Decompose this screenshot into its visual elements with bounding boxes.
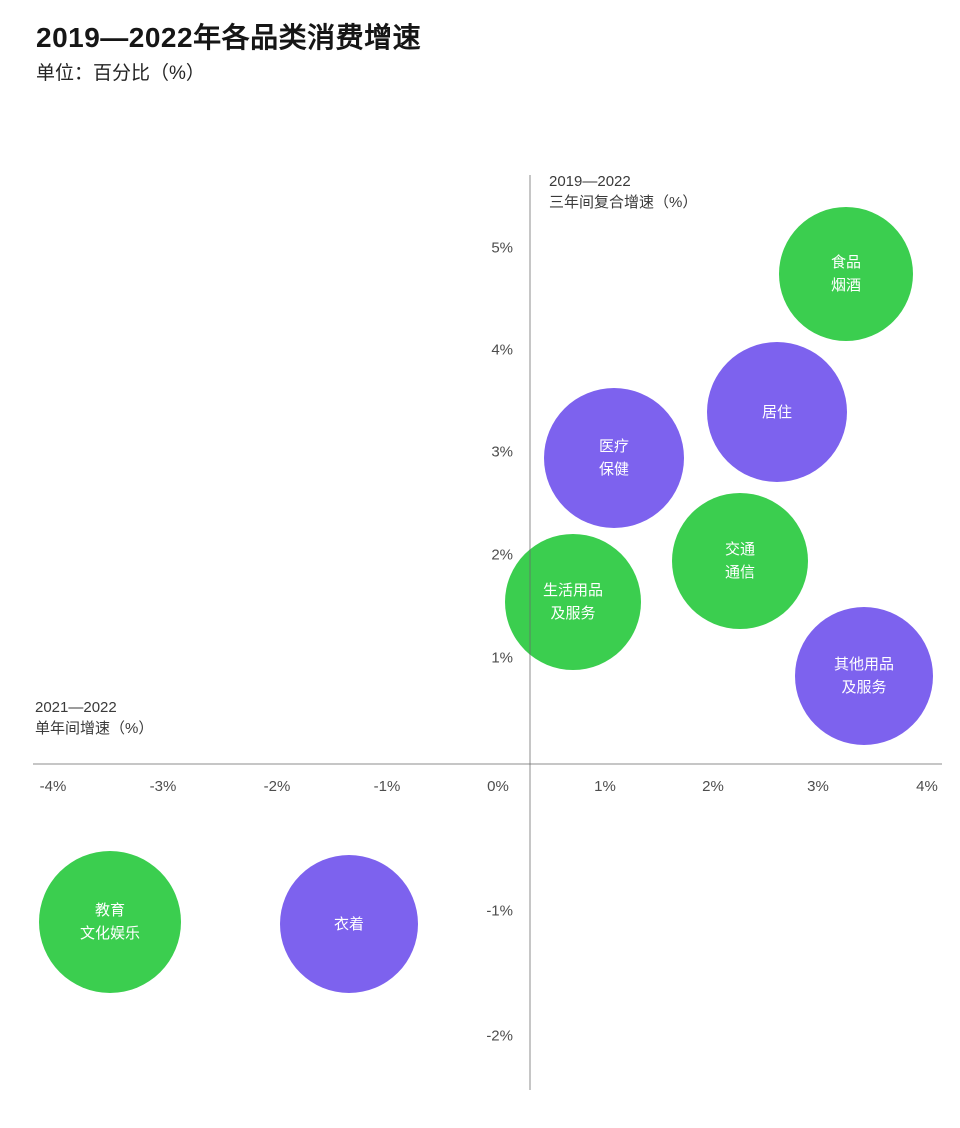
- bubble-label-line: 文化娱乐: [79, 925, 140, 942]
- x-tick--1%: -1%: [373, 778, 401, 795]
- x-tick-0%: 0%: [487, 778, 509, 795]
- bubble-label-line: 食品: [830, 254, 861, 271]
- bubble-label-line: 烟酒: [830, 277, 861, 294]
- chart-unit-note: 单位：百分比（%）: [36, 63, 205, 84]
- x-axis-title-line2: 单年间增速（%）: [35, 720, 154, 737]
- page-title: 2019—2022年各品类消费增速: [36, 22, 422, 53]
- bubble-label-line: 保健: [598, 461, 629, 478]
- bubble-food-tobacco-alcohol: 食品 烟酒: [779, 207, 913, 341]
- x-tick-3%: 3%: [807, 778, 829, 795]
- bubble-transport-communication: 交通 通信: [672, 493, 808, 629]
- bubble-clothing: 衣着: [280, 855, 418, 993]
- y-axis-title-line2: 三年间复合增速（%）: [549, 194, 698, 211]
- bubble-label-line: 及服务: [841, 679, 887, 696]
- y-tick--2%: -2%: [486, 1027, 513, 1045]
- y-tick-4%: 4%: [491, 341, 513, 359]
- y-tick-3%: 3%: [491, 443, 513, 461]
- bubble-label-line: 居住: [761, 403, 792, 421]
- y-tick-2%: 2%: [491, 546, 513, 564]
- bubble-label-line: 通信: [724, 564, 755, 581]
- bubble-label-line: 医疗: [598, 438, 629, 455]
- y-axis-title: 2019—2022 三年间复合增速（%）: [549, 171, 697, 213]
- bubble-healthcare: 医疗 保健: [544, 388, 684, 528]
- bubble-housing: 居住: [707, 342, 847, 482]
- y-axis-title-line1: 2019—2022: [549, 173, 631, 190]
- bubble-other-goods-services: 其他用品 及服务: [795, 607, 933, 745]
- y-axis-line: [529, 175, 531, 1090]
- x-tick--4%: -4%: [39, 778, 67, 795]
- x-tick--2%: -2%: [263, 778, 291, 795]
- y-tick-5%: 5%: [491, 239, 513, 257]
- bubble-label-line: 交通: [724, 541, 755, 558]
- bubble-daily-goods-services: 生活用品 及服务: [505, 534, 641, 670]
- y-tick--1%: -1%: [486, 902, 513, 920]
- bubble-label-line: 生活用品: [542, 582, 603, 599]
- y-tick-1%: 1%: [491, 649, 513, 667]
- x-tick-2%: 2%: [702, 778, 724, 795]
- x-tick--3%: -3%: [149, 778, 177, 795]
- x-axis-title-line1: 2021—2022: [35, 699, 117, 716]
- x-axis-line: [33, 763, 942, 765]
- bubble-label-line: 衣着: [333, 915, 364, 933]
- x-tick-4%: 4%: [916, 778, 938, 795]
- bubble-education-culture-entertainment: 教育 文化娱乐: [39, 851, 181, 993]
- x-tick-1%: 1%: [594, 778, 616, 795]
- bubble-label-line: 及服务: [550, 605, 596, 622]
- bubble-label-line: 教育: [94, 902, 125, 919]
- x-axis-title: 2021—2022 单年间增速（%）: [35, 697, 153, 739]
- bubble-label-line: 其他用品: [833, 656, 894, 673]
